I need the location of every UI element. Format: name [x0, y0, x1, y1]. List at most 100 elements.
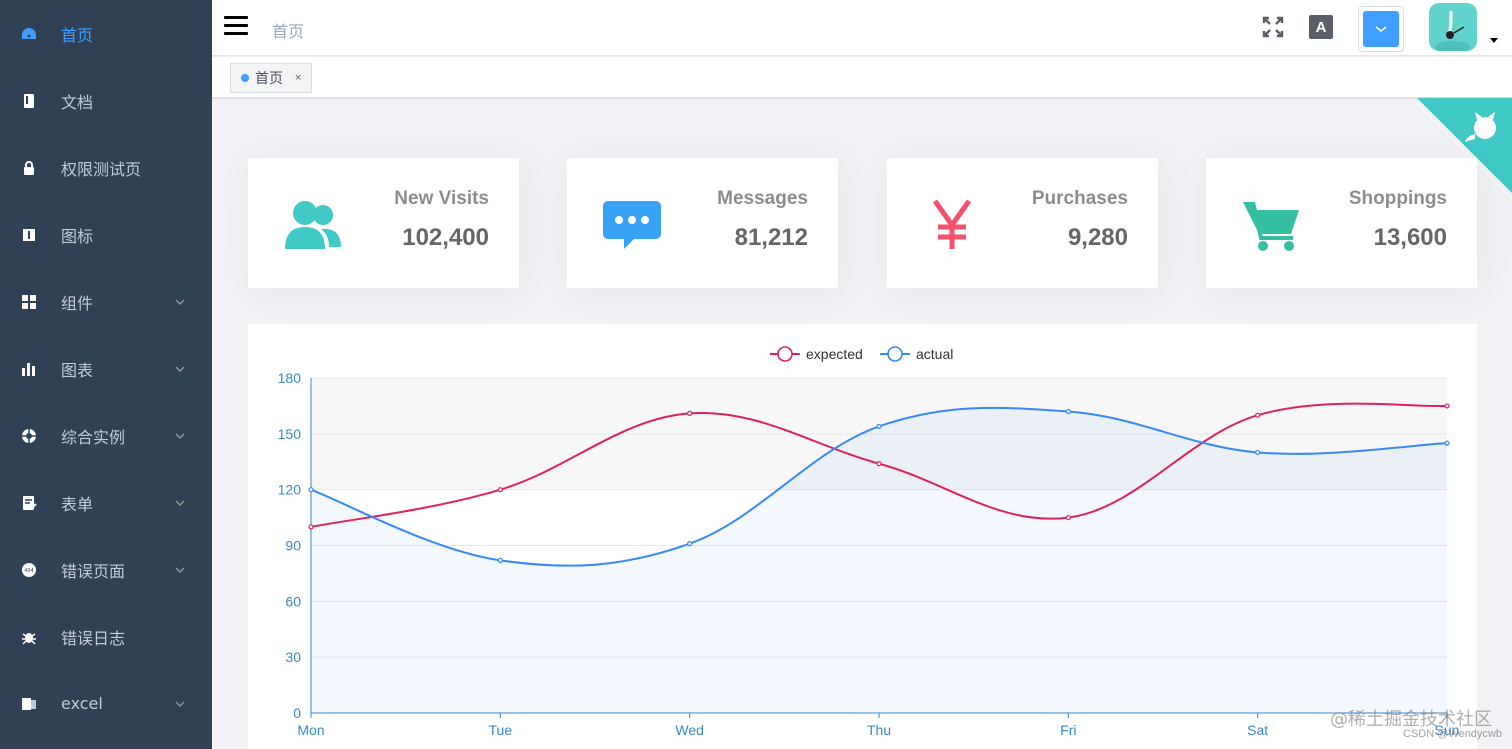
sidebar-item-label: 图表	[61, 360, 94, 380]
sidebar-item-label: 文档	[61, 92, 94, 112]
sidebar-item-2[interactable]: 权限测试页	[0, 134, 212, 201]
data-point-actual	[308, 487, 314, 493]
sidebar-item-3[interactable]: 图标	[0, 201, 212, 268]
panel-value: 9,280	[1067, 224, 1128, 251]
language-icon[interactable]: A	[1308, 14, 1334, 40]
line-chart-panel: 0 30 60 90 120 150 180 Mon Tue Wed Thu Fri Sat Sun exp…	[248, 324, 1477, 749]
language-label: A	[1309, 15, 1333, 39]
tags-view: 首页 ×	[212, 57, 1512, 98]
chevron-down-icon	[174, 496, 186, 508]
example-icon	[20, 427, 38, 445]
sidebar-item-5[interactable]: 图表	[0, 335, 212, 402]
data-point-actual	[1444, 440, 1450, 446]
excel-icon	[20, 695, 38, 713]
sidebar-item-label: 错误日志	[61, 628, 126, 648]
sidebar-item-label: 组件	[61, 293, 94, 313]
github-corner-icon[interactable]	[1417, 98, 1512, 193]
sidebar-item-label: excel	[61, 694, 103, 713]
y-tick-label: 30	[285, 649, 301, 665]
panel-title: Shoppings	[1348, 188, 1447, 209]
dashboard-icon	[20, 25, 38, 43]
peoples-icon	[282, 194, 344, 256]
sidebar-item-label: 综合实例	[61, 427, 126, 447]
panel-title: Purchases	[1031, 188, 1128, 209]
sidebar-item-9[interactable]: 错误日志	[0, 603, 212, 670]
data-point-actual	[1255, 449, 1261, 456]
breadcrumb[interactable]: 首页	[272, 22, 305, 41]
panel-value: 81,212	[734, 224, 808, 251]
active-dot-icon	[241, 74, 249, 82]
legend-label-expected: expected	[806, 346, 863, 362]
size-select-inner	[1363, 11, 1399, 47]
chevron-down-icon	[1375, 26, 1387, 33]
sidebar-item-label: 权限测试页	[61, 159, 142, 179]
x-tick-label: Wed	[675, 722, 704, 738]
x-tick-label: Tue	[489, 722, 513, 738]
panel-messages[interactable]: Messages 81,212	[567, 158, 838, 288]
sidebar-item-0[interactable]: 首页	[0, 0, 212, 67]
series-area-actual	[311, 407, 1447, 713]
panel-value: 102,400	[402, 224, 489, 251]
money-icon	[921, 194, 983, 256]
data-point-expected	[687, 410, 693, 416]
sidebar-item-1[interactable]: 文档	[0, 67, 212, 134]
form-icon	[20, 494, 38, 512]
sidebar-item-label: 图标	[61, 226, 94, 246]
sidebar-item-label: 首页	[61, 25, 94, 45]
panel-shoppings[interactable]: Shoppings 13,600	[1206, 158, 1477, 288]
data-point-actual	[687, 541, 693, 547]
data-point-expected	[497, 487, 503, 493]
panel-purchases[interactable]: Purchases 9,280	[887, 158, 1158, 288]
close-icon[interactable]: ×	[295, 72, 302, 84]
hamburger-icon[interactable]	[224, 16, 248, 38]
data-point-expected	[876, 461, 882, 467]
x-tick-label: Sun	[1435, 722, 1460, 738]
404-icon: 404	[20, 561, 38, 579]
svg-text:404: 404	[24, 568, 34, 574]
data-point-actual	[876, 423, 882, 429]
chevron-down-icon	[174, 697, 186, 709]
sidebar-item-label: 表单	[61, 494, 94, 514]
y-tick-label: 90	[285, 538, 301, 554]
bug-icon	[20, 628, 38, 646]
icon-icon	[20, 226, 38, 244]
data-point-expected	[1444, 403, 1450, 409]
x-tick-label: Sat	[1247, 722, 1268, 738]
fullscreen-icon[interactable]	[1260, 14, 1286, 40]
sidebar-item-8[interactable]: 404 错误页面	[0, 536, 212, 603]
y-tick-label: 150	[278, 426, 302, 442]
navbar: 首页 A	[212, 0, 1512, 56]
legend-marker-actual	[887, 346, 903, 362]
shopping-icon	[1240, 194, 1302, 256]
data-point-expected	[1255, 412, 1261, 418]
avatar[interactable]	[1429, 3, 1477, 51]
message-icon	[601, 194, 663, 256]
panel-value: 13,600	[1373, 224, 1447, 251]
sidebar-item-10[interactable]: excel	[0, 670, 212, 737]
y-tick-label: 60	[285, 593, 301, 609]
sidebar-item-4[interactable]: 组件	[0, 268, 212, 335]
x-tick-label: Mon	[297, 722, 324, 738]
tag-dashboard[interactable]: 首页 ×	[230, 63, 313, 93]
chevron-down-icon	[174, 563, 186, 575]
y-tick-label: 120	[278, 482, 302, 498]
sidebar-item-6[interactable]: 综合实例	[0, 402, 212, 469]
panel-new-visits[interactable]: New Visits 102,400	[248, 158, 519, 288]
x-tick-label: Thu	[867, 722, 891, 738]
legend-label-actual: actual	[916, 346, 953, 362]
sidebar-item-label: 错误页面	[61, 561, 126, 581]
size-select[interactable]	[1358, 6, 1404, 52]
y-tick-label: 0	[293, 705, 301, 721]
lock-icon	[20, 159, 38, 177]
caret-down-icon[interactable]	[1490, 38, 1498, 43]
chevron-down-icon	[174, 295, 186, 307]
watermark-text: @稀土掘金技术社区	[1330, 709, 1492, 730]
sidebar-item-7[interactable]: 表单	[0, 469, 212, 536]
chart-icon	[20, 360, 38, 378]
documentation-icon	[20, 92, 38, 110]
sidebar: 首页文档权限测试页图标组件图表综合实例表单 404 错误页面错误日志 excel	[0, 0, 212, 749]
watermark-subtext: CSDN @Wendycwb	[1403, 728, 1502, 740]
data-point-actual	[497, 557, 503, 563]
panel-title: Messages	[717, 188, 808, 209]
chevron-down-icon	[174, 429, 186, 441]
